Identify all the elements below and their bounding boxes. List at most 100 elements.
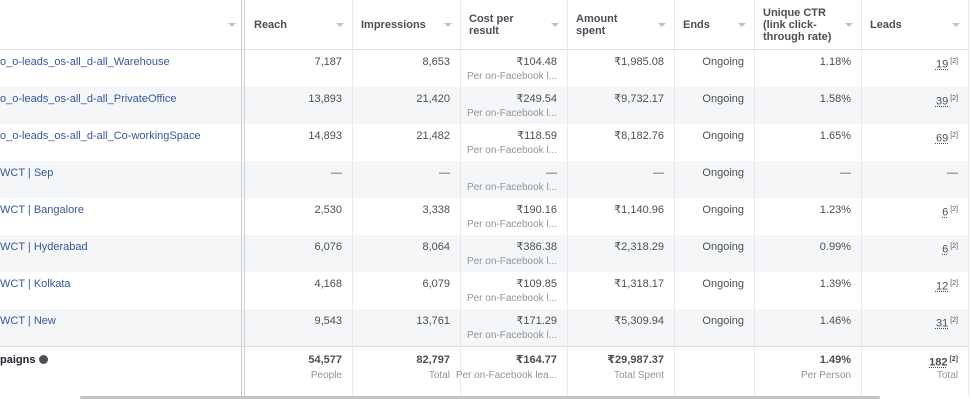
footnote[interactable]: [2] (950, 317, 958, 324)
column-header-label: Cost per result (469, 13, 514, 37)
column-header[interactable]: Leads (870, 0, 943, 50)
cell-text: 6,076 (314, 241, 342, 253)
scrollbar (80, 396, 880, 399)
column-header-label: Impressions (361, 19, 426, 31)
cell-text: Ongoing (702, 278, 744, 290)
cell-subtext: Per on-Facebook l... (466, 182, 557, 193)
cell-value: 6,079 (422, 277, 450, 291)
sort-dropdown[interactable] (551, 23, 559, 27)
cell-value: Ongoing (702, 203, 744, 217)
cell-text: Ongoing (702, 204, 744, 216)
cell-text: 3,338 (422, 204, 450, 216)
total-label: paigns (0, 354, 36, 366)
cell-value: Ongoing (702, 314, 744, 328)
column-header[interactable]: Impressions (361, 0, 435, 50)
cell-text: ₹104.48 (516, 56, 557, 68)
cell-value: — (546, 166, 557, 180)
cell-text: ₹29,987.37 (607, 354, 664, 366)
column-header[interactable]: Reach (254, 0, 327, 50)
footnote[interactable]: [2] (950, 206, 958, 213)
info-icon[interactable] (39, 355, 48, 364)
cell-subtext: Per on-Facebook l... (466, 256, 557, 267)
cell-text: 13,893 (308, 93, 342, 105)
cell-text: 21,420 (416, 93, 450, 105)
cell-text: 6,079 (422, 278, 450, 290)
sort-dropdown[interactable] (952, 23, 960, 27)
cell-text: 4,168 (314, 278, 342, 290)
column-divider (674, 0, 675, 396)
cell-value: — (653, 166, 664, 180)
sort-dropdown[interactable] (738, 23, 746, 27)
cell-value: ₹171.29 (516, 314, 557, 328)
cell-value: 0.99% (820, 240, 851, 254)
cell-text: ₹2,318.29 (614, 241, 664, 253)
campaign-name[interactable]: WCT | Bangalore (0, 204, 84, 216)
footnote[interactable]: [2] (950, 132, 958, 139)
cell-text: ₹109.85 (516, 278, 557, 290)
cell-text: 54,577 (308, 354, 342, 366)
column-header[interactable]: Cost per result (469, 0, 542, 50)
cell-text: 0.99% (819, 241, 851, 253)
footnote[interactable]: [2] (950, 280, 958, 287)
cell-text: 31 (935, 317, 949, 330)
cell-text: — (546, 167, 557, 179)
cell-value: 6,076 (314, 240, 342, 254)
cell-text: — (653, 167, 664, 179)
cell-text: 1.65% (819, 130, 851, 142)
footnote[interactable]: [2] (950, 58, 958, 65)
column-divider (567, 0, 568, 396)
cell-value: 9,543 (314, 314, 342, 328)
column-header[interactable]: Amount spent (576, 0, 649, 50)
cell-value: 39 [2] (936, 92, 958, 109)
cell-subtext: Per on-Facebook l... (466, 145, 557, 156)
campaign-name[interactable]: WCT | New (0, 315, 56, 327)
cell-text: ₹9,732.17 (614, 93, 664, 105)
cell-text: 21,482 (416, 130, 450, 142)
cell-text: Ongoing (702, 315, 744, 327)
column-header[interactable]: Ends (683, 0, 729, 50)
cell-value: ₹9,732.17 (614, 92, 664, 106)
cell-value: 1.49% (820, 353, 851, 367)
column-header-label: Amount spent (576, 13, 618, 37)
cell-value: ₹118.59 (517, 129, 557, 143)
cell-value: 8,064 (422, 240, 450, 254)
cell-text: 14,893 (308, 130, 342, 142)
cell-value: ₹386.38 (516, 240, 557, 254)
cell-text: ₹118.59 (517, 130, 557, 142)
total-border (0, 346, 968, 347)
sort-dropdown[interactable] (228, 23, 236, 27)
sort-dropdown[interactable] (845, 23, 853, 27)
cell-text: Ongoing (702, 93, 744, 105)
campaign-name[interactable]: o_o-leads_os-all_d-all_Co-workingSpace (0, 130, 201, 142)
sort-dropdown[interactable] (336, 23, 344, 27)
campaign-name[interactable]: WCT | Kolkata (0, 278, 71, 290)
frozen-divider (244, 0, 245, 396)
footnote[interactable]: [2] (949, 356, 958, 363)
cell-text: 1.49% (819, 354, 851, 366)
cell-text: ₹1,985.08 (614, 56, 664, 68)
cell-text: Ongoing (702, 130, 744, 142)
cell-text: 1.23% (819, 204, 851, 216)
cell-subtext: Total (936, 370, 958, 381)
cell-text: 13,761 (416, 315, 450, 327)
cell-value: 69 [2] (936, 129, 958, 146)
sort-dropdown[interactable] (658, 23, 666, 27)
sort-dropdown[interactable] (444, 23, 452, 27)
cell-subtext: People (310, 370, 342, 381)
campaign-name[interactable]: o_o-leads_os-all_d-all_Warehouse (0, 56, 170, 68)
campaign-name[interactable]: WCT | Sep (0, 167, 54, 179)
campaign-name[interactable]: o_o-leads_os-all_d-all_PrivateOffice (0, 93, 177, 105)
cell-value: 6 [2] (942, 203, 958, 220)
cell-text: 1.39% (819, 278, 851, 290)
cell-text: 7,187 (314, 56, 342, 68)
footnote[interactable]: [2] (950, 243, 958, 250)
cell-value: 14,893 (308, 129, 342, 143)
footnote[interactable]: [2] (950, 95, 958, 102)
cell-value: 1.23% (820, 203, 851, 217)
cell-text: 2,530 (314, 204, 342, 216)
column-divider (460, 0, 461, 396)
column-header[interactable]: Unique CTR (link click-through rate) (763, 0, 836, 50)
cell-value: 21,420 (416, 92, 450, 106)
cell-text: — (331, 167, 342, 179)
campaign-name[interactable]: WCT | Hyderabad (0, 241, 88, 253)
